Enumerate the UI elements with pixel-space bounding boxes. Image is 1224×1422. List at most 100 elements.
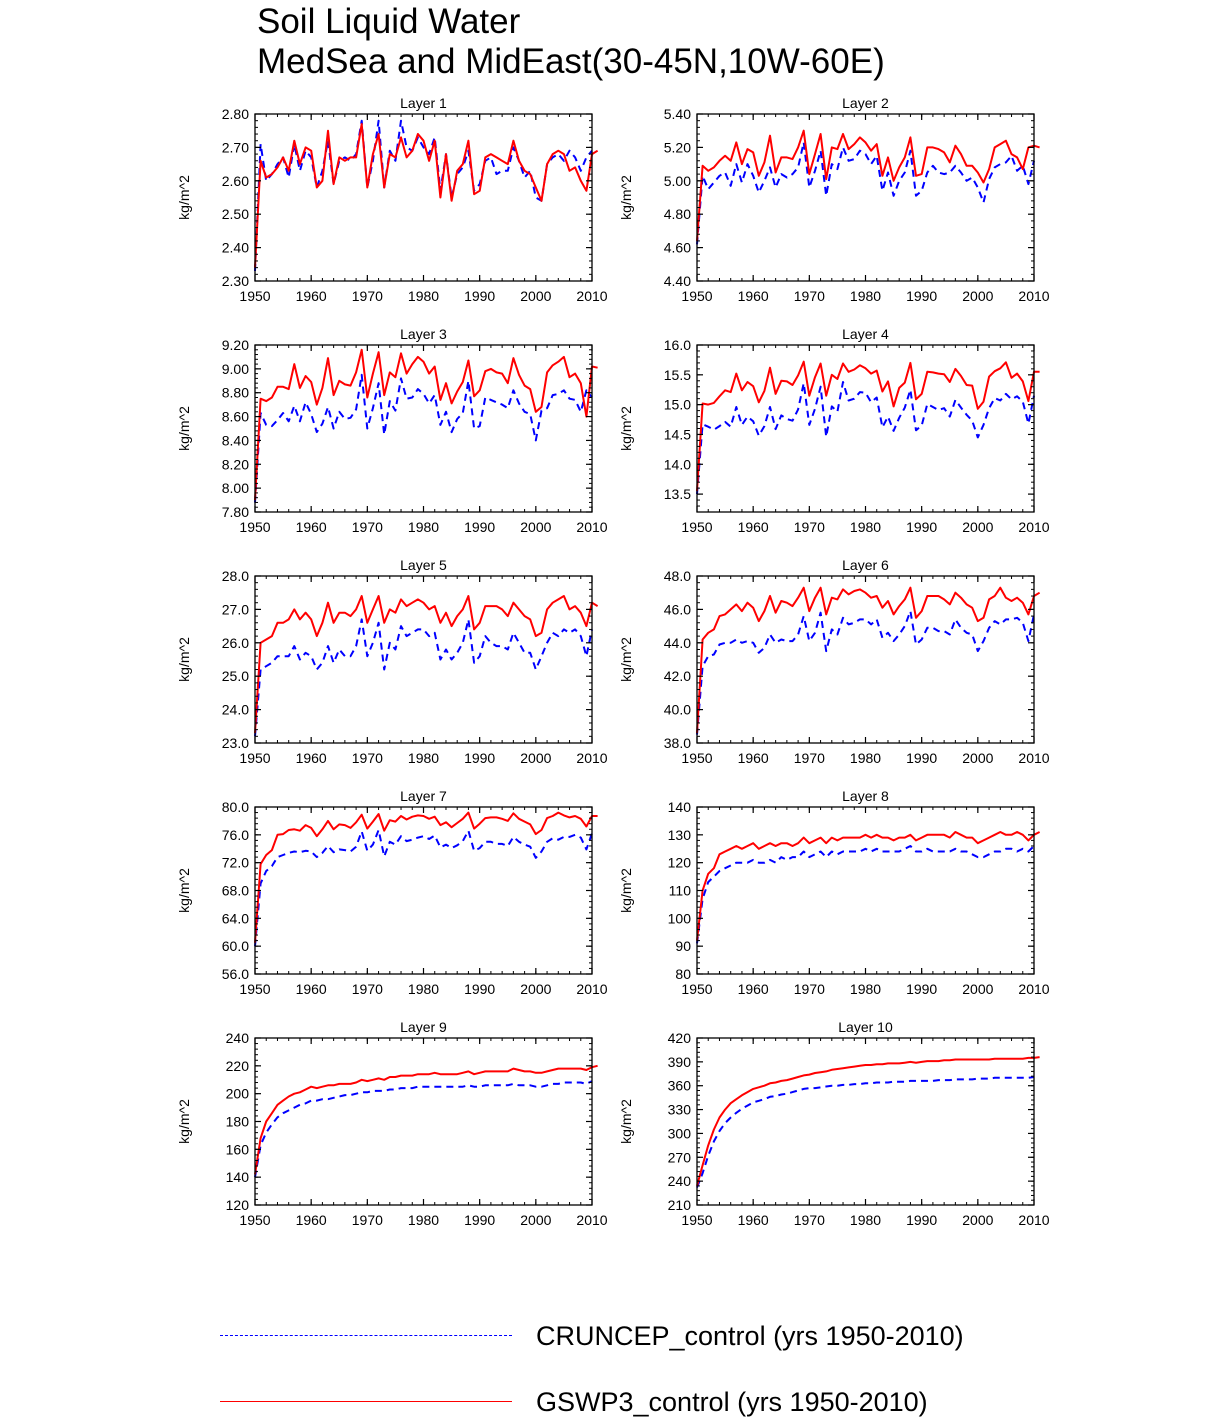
panel-2-xtick-label-6: 2010	[1018, 288, 1049, 304]
panel-6-ytick-label-5: 48.0	[664, 568, 691, 584]
panel-10-xtick-label-3: 1980	[850, 1212, 881, 1228]
panel-8-xtick-label-0: 1950	[681, 981, 712, 997]
panel-9-xtick-label-5: 2000	[520, 1212, 551, 1228]
legend-label-cruncep: CRUNCEP_control (yrs 1950-2010)	[536, 1321, 964, 1351]
panel-2-ytick-label-3: 5.00	[664, 173, 691, 189]
panel-6-ytick-label-3: 44.0	[664, 635, 691, 651]
panel-1-xtick-label-1: 1960	[296, 288, 327, 304]
panel-8-xtick-label-3: 1980	[850, 981, 881, 997]
panel-4-xtick-label-3: 1980	[850, 519, 881, 535]
panel-10-xtick-label-6: 2010	[1018, 1212, 1049, 1228]
panel-7-series	[254, 811, 598, 947]
panel-4-series-gswp3-control	[696, 360, 1040, 492]
panel-3-ytick-label-7: 9.20	[222, 337, 249, 353]
panel-2-series	[696, 129, 1040, 245]
panel-4-ytick-label-1: 14.0	[664, 456, 691, 472]
panel-3-ytick-label-3: 8.40	[222, 432, 249, 448]
panel-4-xtick-label-5: 2000	[962, 519, 993, 535]
panel-10-ylabel: kg/m^2	[618, 1099, 634, 1144]
panel-1-xtick-label-2: 1970	[352, 288, 383, 304]
panel-2-ytick-label-4: 5.20	[664, 139, 691, 155]
panel-8-series-cruncep-control	[696, 845, 1035, 944]
panel-1-ytick-label-2: 2.50	[222, 206, 249, 222]
panel-10-ytick-label-6: 390	[668, 1054, 692, 1070]
figure-title-line2: MedSea and MidEast(30-45N,10W-60E)	[257, 42, 885, 81]
panel-6-ylabel: kg/m^2	[618, 637, 634, 682]
panel-4-series-cruncep-control	[696, 381, 1035, 495]
panel-6-series	[696, 586, 1041, 735]
panel-9-ytick-label-0: 120	[226, 1197, 250, 1213]
panel-8-xtick-label-6: 2010	[1018, 981, 1049, 997]
panel-3-series	[254, 348, 598, 503]
panel-5-series	[254, 595, 599, 737]
panel-10-series-gswp3-control	[696, 1056, 1040, 1187]
panel-7-xtick-label-1: 1960	[296, 981, 327, 997]
panel-3-series-cruncep-control	[254, 373, 593, 503]
panel-10-ytick-label-3: 300	[668, 1125, 692, 1141]
panel-8-xtick-label-4: 1990	[906, 981, 937, 997]
panel-1-xtick-label-5: 2000	[520, 288, 551, 304]
panel-9-series-cruncep-control	[254, 1080, 593, 1178]
figure-title: Soil Liquid Water MedSea and MidEast(30-…	[257, 2, 885, 82]
panel-3-ylabel: kg/m^2	[176, 406, 192, 451]
panel-2-ylabel: kg/m^2	[618, 175, 634, 220]
panel-10-xtick-label-5: 2000	[962, 1212, 993, 1228]
panel-1-xtick-label-0: 1950	[239, 288, 270, 304]
panel-4-frame	[696, 344, 1035, 513]
panel-1-xtick-label-4: 1990	[464, 288, 495, 304]
panel-5-ytick-label-5: 28.0	[222, 568, 249, 584]
panel-9-ytick-label-2: 160	[226, 1141, 250, 1157]
panel-7-series-cruncep-control	[254, 829, 593, 947]
panel-7-xtick-label-6: 2010	[576, 981, 607, 997]
panel-8-ytick-label-5: 130	[668, 827, 692, 843]
panel-1-ytick-label-4: 2.70	[222, 139, 249, 155]
panel-6-title: Layer 6	[842, 557, 889, 573]
panel-8-ylabel: kg/m^2	[618, 868, 634, 913]
panel-9-ytick-label-1: 140	[226, 1169, 250, 1185]
panel-10-ytick-label-0: 210	[668, 1197, 692, 1213]
panel-7-ytick-label-1: 60.0	[222, 938, 249, 954]
panel-4-xtick-label-2: 1970	[794, 519, 825, 535]
panel-7-title: Layer 7	[400, 788, 447, 804]
panel-3-xtick-label-5: 2000	[520, 519, 551, 535]
panel-6-xtick-label-3: 1980	[850, 750, 881, 766]
panel-7-xtick-label-0: 1950	[239, 981, 270, 997]
panel-10-xtick-label-2: 1970	[794, 1212, 825, 1228]
panel-2-title: Layer 2	[842, 95, 889, 111]
panel-layer-5: Layer 5 kg/m^2 1950 1960 1970 1980 1990 2000 201…	[176, 557, 608, 766]
panel-1-title: Layer 1	[400, 95, 447, 111]
panel-3-xtick-label-2: 1970	[352, 519, 383, 535]
panel-1-series-cruncep-control	[254, 119, 593, 272]
panel-8-frame	[696, 806, 1035, 975]
panel-6-xtick-label-2: 1970	[794, 750, 825, 766]
panel-5-ytick-label-0: 23.0	[222, 735, 249, 751]
panel-4-xtick-label-4: 1990	[906, 519, 937, 535]
panel-7-ytick-label-4: 72.0	[222, 855, 249, 871]
panel-5-series-cruncep-control	[254, 618, 593, 737]
panel-5-xtick-label-1: 1960	[296, 750, 327, 766]
legend-entry-gswp3: GSWP3_control (yrs 1950-2010)	[220, 1382, 1120, 1422]
panel-8-series	[696, 831, 1041, 944]
panel-9-ylabel: kg/m^2	[176, 1099, 192, 1144]
panel-layer-3: Layer 3 kg/m^2 1950 1960 1970 1980 1990 2000 201…	[176, 326, 608, 535]
panel-7-xtick-label-2: 1970	[352, 981, 383, 997]
panel-1-ytick-label-0: 2.30	[222, 273, 249, 289]
panel-9-ytick-label-3: 180	[226, 1114, 250, 1130]
panel-3-title: Layer 3	[400, 326, 447, 342]
panel-5-ylabel: kg/m^2	[176, 637, 192, 682]
panel-2-ytick-label-0: 4.40	[664, 273, 691, 289]
panel-6-ytick-label-1: 40.0	[664, 702, 691, 718]
panel-2-series-cruncep-control	[696, 141, 1035, 245]
panel-10-frame	[696, 1037, 1035, 1206]
panel-9-xtick-label-6: 2010	[576, 1212, 607, 1228]
panel-8-xtick-label-1: 1960	[738, 981, 769, 997]
panel-7-xtick-label-4: 1990	[464, 981, 495, 997]
panel-1-ylabel: kg/m^2	[176, 175, 192, 220]
panel-9-xtick-label-0: 1950	[239, 1212, 270, 1228]
panel-1-ytick-label-3: 2.60	[222, 173, 249, 189]
panel-3-frame	[254, 344, 593, 513]
panel-8-title: Layer 8	[842, 788, 889, 804]
panel-layer-1: Layer 1 kg/m^2 1950 1960 1970 1980 1990 2000 201…	[176, 95, 608, 304]
panel-6-series-gswp3-control	[696, 586, 1041, 734]
